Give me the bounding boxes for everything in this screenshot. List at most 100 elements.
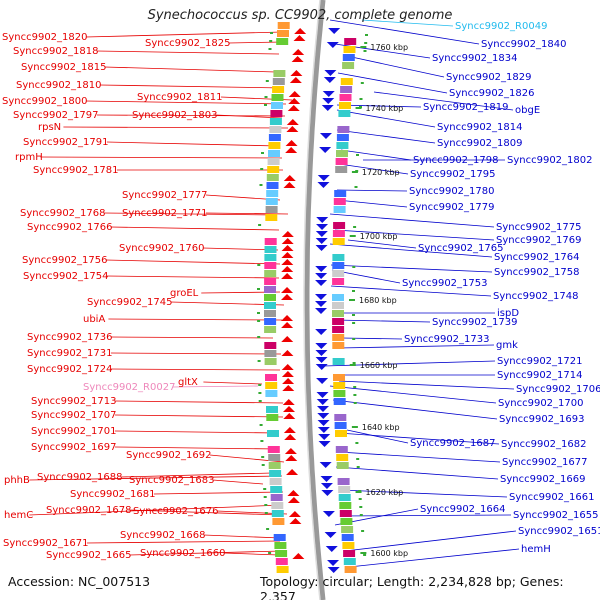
- left-gene-label: phhB: [4, 475, 30, 486]
- feature-tick: [352, 322, 356, 324]
- forward-gene-arrow: [293, 35, 306, 41]
- left-label-connector: [228, 41, 284, 44]
- forward-gene-arrow: [285, 140, 298, 146]
- feature-block: [332, 342, 345, 349]
- right-gene-label: Syncc9902_1775: [496, 222, 582, 233]
- left-gene-label: Syncc9902_1745: [87, 297, 173, 308]
- feature-block: [269, 470, 282, 477]
- feature-tick: [263, 488, 267, 490]
- right-label-connector: [346, 55, 445, 78]
- feature-block: [332, 262, 345, 269]
- reverse-gene-arrow: [315, 308, 328, 314]
- feature-block: [264, 350, 277, 357]
- forward-gene-arrow: [287, 497, 300, 503]
- right-label-connector: [329, 19, 480, 45]
- forward-gene-arrow: [281, 364, 294, 370]
- backbone-arc: [304, 0, 326, 600]
- left-gene-label: Syncc9902_1701: [31, 426, 117, 437]
- left-label-connector: [40, 156, 283, 159]
- feature-block: [332, 278, 345, 285]
- feature-tick: [261, 456, 265, 458]
- forward-gene-arrow: [288, 511, 301, 517]
- right-gene-label: Syncc9902_1809: [437, 138, 523, 149]
- right-gene-label: Syncc9902_1780: [409, 186, 495, 197]
- reverse-gene-arrow: [320, 483, 333, 489]
- feature-tick: [356, 154, 359, 156]
- feature-tick: [360, 82, 364, 84]
- reverse-gene-arrow: [315, 329, 328, 335]
- feature-tick: [269, 40, 273, 42]
- feature-block: [268, 134, 281, 141]
- forward-gene-arrow: [290, 70, 303, 76]
- feature-block: [332, 334, 345, 341]
- left-label-connector: [96, 114, 286, 117]
- left-gene-label: Syncc9902_1683: [129, 475, 215, 486]
- feature-block: [264, 294, 276, 301]
- left-label-connector: [99, 84, 285, 89]
- right-label-connector: [330, 285, 492, 297]
- right-gene-label: Syncc9902_1669: [500, 474, 586, 485]
- feature-block: [266, 190, 279, 197]
- right-label-connector: [335, 466, 499, 480]
- feature-block: [267, 446, 280, 453]
- feature-block: [335, 446, 348, 453]
- feature-block: [336, 134, 349, 141]
- left-gene-label: Syncc9902_1665: [46, 550, 132, 561]
- forward-gene-arrow: [281, 350, 294, 356]
- feature-block: [270, 486, 283, 493]
- left-label-connector: [29, 504, 284, 516]
- feature-tick: [363, 50, 367, 52]
- left-gene-label: Syncc9902_1724: [27, 364, 113, 375]
- left-gene-label: Syncc9902_1810: [16, 80, 102, 91]
- feature-tick: [355, 442, 359, 444]
- left-gene-label: Syncc9902_1781: [33, 165, 119, 176]
- left-label-connector: [105, 259, 281, 265]
- right-gene-label: Syncc9902_1834: [432, 53, 518, 64]
- feature-tick: [365, 34, 368, 36]
- right-label-connector: [329, 243, 493, 258]
- feature-block: [336, 142, 349, 149]
- reverse-gene-arrow: [316, 392, 329, 398]
- feature-block: [332, 254, 345, 261]
- left-gene-label: Syncc9902_1811: [137, 92, 223, 103]
- feature-block: [336, 462, 349, 469]
- feature-block: [264, 254, 277, 261]
- right-gene-label: Syncc9902_1769: [496, 235, 582, 246]
- feature-block: [342, 62, 355, 69]
- feature-block: [333, 398, 346, 405]
- feature-block: [332, 310, 344, 317]
- label-connector-lines: [29, 19, 520, 568]
- reverse-gene-arrow: [315, 238, 328, 244]
- feature-tick: [352, 338, 356, 340]
- feature-block: [264, 318, 277, 325]
- right-label-connector: [361, 19, 454, 27]
- left-label-connector: [110, 368, 281, 371]
- feature-block: [339, 94, 352, 101]
- feature-block: [264, 238, 277, 245]
- left-gene-label: Syncc9902_1825: [145, 38, 231, 49]
- left-gene-label: Syncc9902_1681: [70, 489, 156, 500]
- feature-block: [344, 566, 357, 573]
- right-label-connector: [337, 72, 448, 94]
- kbp-scale: 1760 kbp 1740 kbp 1720 kbp 1700 kbp 1680 kbp…: [349, 43, 408, 558]
- left-gene-label: Syncc9902_1736: [27, 332, 113, 343]
- reverse-gene-arrow: [323, 77, 336, 83]
- feature-block: [339, 102, 351, 109]
- left-gene-label: rpmH: [15, 152, 43, 163]
- feature-block: [338, 110, 351, 117]
- kbp-label: 1680 kbp: [359, 296, 397, 305]
- forward-gene-arrow: [291, 56, 304, 62]
- left-gene-label: Syncc9902_1820: [2, 32, 88, 43]
- feature-block: [340, 86, 353, 93]
- reverse-gene-arrow: [316, 217, 329, 223]
- reverse-gene-arrow: [317, 420, 330, 426]
- reverse-gene-arrow: [319, 462, 332, 468]
- left-gene-label: Syncc9902_1818: [13, 46, 99, 57]
- left-label-connector: [172, 385, 259, 388]
- feature-block: [333, 374, 345, 381]
- feature-block: [272, 86, 285, 93]
- feature-tick: [258, 400, 262, 402]
- feature-block: [267, 430, 279, 437]
- kbp-label: 1720 kbp: [362, 168, 400, 177]
